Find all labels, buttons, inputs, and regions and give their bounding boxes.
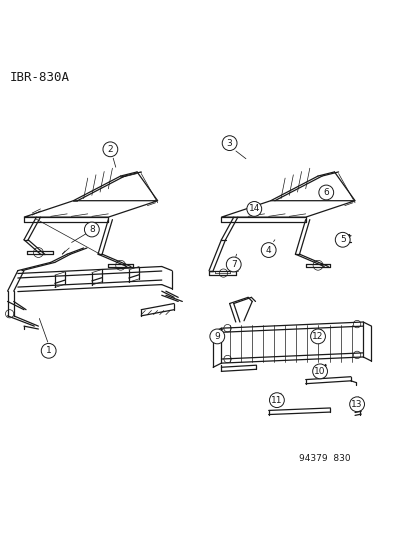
Circle shape xyxy=(246,201,261,216)
Text: 3: 3 xyxy=(226,139,232,148)
Circle shape xyxy=(209,329,224,344)
Text: 9: 9 xyxy=(214,332,220,341)
Circle shape xyxy=(318,185,333,200)
Text: 6: 6 xyxy=(323,188,328,197)
Circle shape xyxy=(335,232,349,247)
Circle shape xyxy=(349,397,363,411)
Text: 8: 8 xyxy=(89,225,95,234)
Text: 1: 1 xyxy=(46,346,52,356)
Text: IBR-830A: IBR-830A xyxy=(9,71,69,84)
Circle shape xyxy=(261,243,275,257)
Text: 5: 5 xyxy=(339,235,345,244)
Circle shape xyxy=(312,364,327,379)
Text: 4: 4 xyxy=(265,246,271,255)
Text: 94379  830: 94379 830 xyxy=(299,454,350,463)
Text: 14: 14 xyxy=(248,205,259,213)
Text: 11: 11 xyxy=(271,395,282,405)
Circle shape xyxy=(226,257,240,272)
Circle shape xyxy=(222,136,237,150)
Text: 13: 13 xyxy=(351,400,362,409)
Text: 12: 12 xyxy=(311,332,323,341)
Circle shape xyxy=(41,343,56,358)
Text: 7: 7 xyxy=(230,260,236,269)
Circle shape xyxy=(269,393,284,408)
Circle shape xyxy=(84,222,99,237)
Text: 2: 2 xyxy=(107,145,113,154)
Circle shape xyxy=(310,329,325,344)
Text: 10: 10 xyxy=(313,367,325,376)
Circle shape xyxy=(103,142,117,157)
